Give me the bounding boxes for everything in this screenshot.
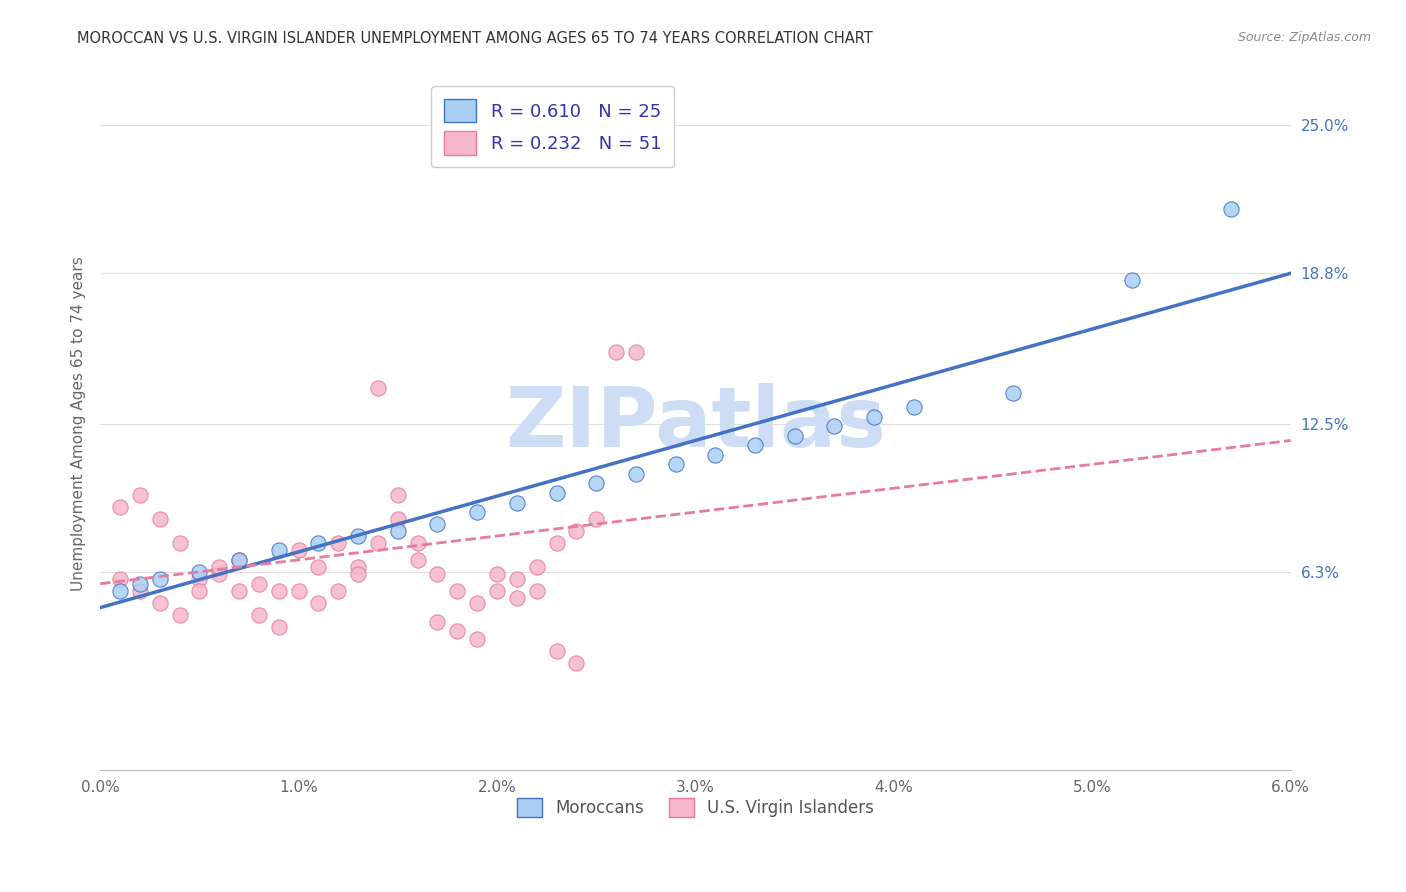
Point [387,524,409,538]
Point [426,567,449,582]
Point [108,500,131,515]
Point [188,583,211,598]
Point [446,624,468,639]
Point [704,448,727,462]
Point [426,615,449,629]
Point [247,576,270,591]
Point [347,529,370,543]
Point [565,656,588,670]
Point [247,607,270,622]
Point [783,428,806,442]
Point [506,495,529,509]
Point [149,512,172,526]
Point [287,543,309,558]
Point [744,438,766,452]
Point [149,596,172,610]
Point [169,536,191,550]
Point [347,567,370,582]
Point [108,572,131,586]
Point [387,512,409,526]
Point [546,643,568,657]
Point [485,567,508,582]
Point [465,632,488,646]
Point [446,583,468,598]
Point [485,583,508,598]
Point [585,476,607,491]
Point [267,583,290,598]
Point [267,543,290,558]
Point [565,524,588,538]
Point [169,607,191,622]
Point [149,572,172,586]
Point [506,591,529,605]
Point [465,505,488,519]
Point [506,572,529,586]
Point [128,583,150,598]
Point [605,345,627,359]
Point [465,596,488,610]
Point [1001,385,1024,400]
Point [664,458,686,472]
Text: ZIPatlas: ZIPatlas [505,384,886,464]
Point [307,560,329,574]
Point [1220,202,1243,216]
Point [863,409,886,424]
Point [426,516,449,531]
Point [208,560,231,574]
Point [546,486,568,500]
Point [287,583,309,598]
Point [1121,273,1143,287]
Point [526,560,548,574]
Point [387,488,409,502]
Point [188,572,211,586]
Point [585,512,607,526]
Point [406,536,429,550]
Point [128,488,150,502]
Point [328,583,350,598]
Text: MOROCCAN VS U.S. VIRGIN ISLANDER UNEMPLOYMENT AMONG AGES 65 TO 74 YEARS CORRELAT: MOROCCAN VS U.S. VIRGIN ISLANDER UNEMPLO… [77,31,873,46]
Point [546,536,568,550]
Point [367,536,389,550]
Point [624,345,647,359]
Point [307,536,329,550]
Text: Source: ZipAtlas.com: Source: ZipAtlas.com [1237,31,1371,45]
Legend: Moroccans, U.S. Virgin Islanders: Moroccans, U.S. Virgin Islanders [510,791,880,824]
Point [624,467,647,481]
Point [188,565,211,579]
Point [228,553,250,567]
Point [367,381,389,395]
Point [347,560,370,574]
Point [307,596,329,610]
Point [823,419,845,434]
Point [228,583,250,598]
Point [903,400,925,414]
Point [128,576,150,591]
Point [526,583,548,598]
Point [328,536,350,550]
Point [406,553,429,567]
Point [108,583,131,598]
Point [228,553,250,567]
Point [208,567,231,582]
Point [267,620,290,634]
Y-axis label: Unemployment Among Ages 65 to 74 years: Unemployment Among Ages 65 to 74 years [72,256,86,591]
